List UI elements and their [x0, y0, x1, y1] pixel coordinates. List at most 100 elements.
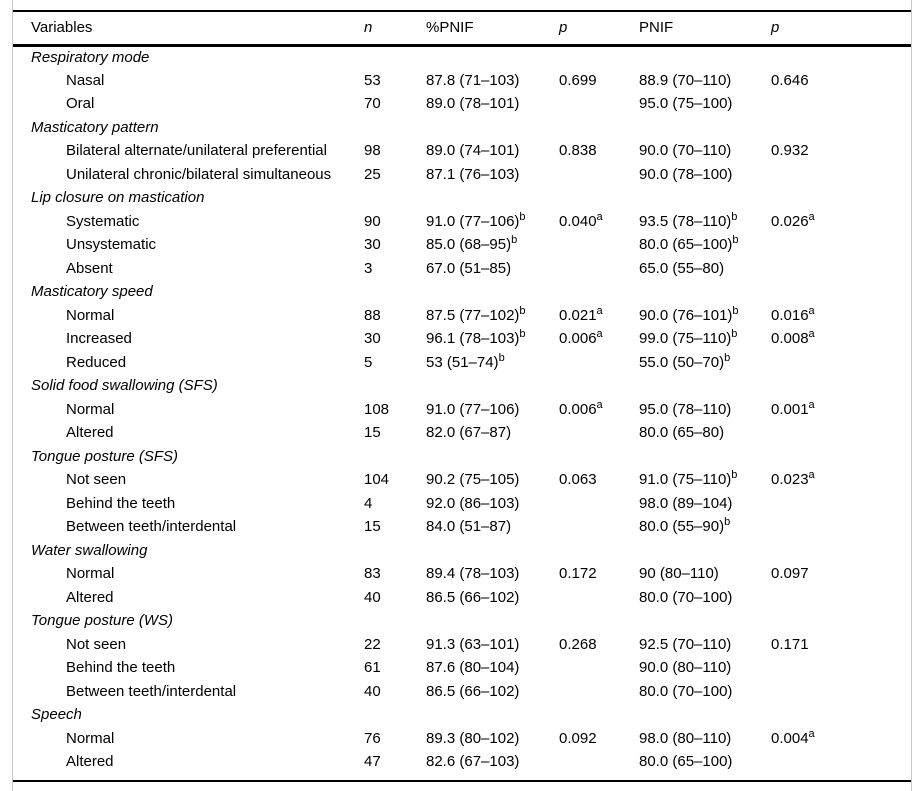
cell-pnif-value: 92.5 (70–110) — [639, 635, 732, 653]
cell-p1-value: 0.006 — [559, 330, 597, 348]
table-row: Normal 83 89.4 (78–103) 0.172 90 (80–110) 0.0… — [13, 562, 911, 586]
cell-p2: 0.001a — [771, 398, 911, 422]
table-row: Altered 15 82.0 (67–87) 80.0 (65–80) — [13, 421, 911, 445]
cell-variable-value: Not seen — [66, 635, 127, 653]
cell-pnif-value: 98.0 (80–110) — [639, 729, 732, 747]
table-row: Behind the teeth 61 87.6 (80–104) 90.0 (80–… — [13, 656, 911, 680]
cell-p1: 0.021a — [559, 304, 639, 328]
superscript-marker: b — [732, 234, 739, 247]
cell-pct-pnif: 67.0 (51–85) — [426, 257, 559, 281]
section-header: Masticatory pattern — [31, 118, 159, 136]
cell-pct-pnif-value: 90.2 (75–105) — [426, 471, 520, 489]
cell-variable-value: Behind the teeth — [66, 494, 176, 512]
cell-n-value: 40 — [364, 682, 381, 700]
cell-pnif-value: 90.0 (70–110) — [639, 142, 732, 160]
cell-variable: Normal — [13, 304, 364, 328]
section-header: Tongue posture (SFS) — [31, 447, 179, 465]
cell-pct-pnif-value: 91.0 (77–106) — [426, 400, 520, 418]
cell-p1 — [559, 515, 639, 539]
cell-p2: 0.932 — [771, 139, 911, 163]
cell-pct-pnif-value: 91.3 (63–101) — [426, 635, 520, 653]
cell-pct-pnif-value: 89.0 (74–101) — [426, 142, 520, 160]
cell-variable: Behind the teeth — [13, 656, 364, 680]
cell-pnif-value: 88.9 (70–110) — [639, 71, 732, 89]
cell-pnif: 90.0 (80–110) — [639, 656, 771, 680]
cell-pct-pnif-value: 87.8 (71–103) — [426, 71, 520, 89]
section-row: Lip closure on mastication — [13, 186, 911, 210]
cell-pct-pnif-value: 84.0 (51–87) — [426, 518, 512, 536]
cell-pct-pnif-value: 89.3 (80–102) — [426, 729, 520, 747]
cell-pnif-value: 80.0 (65–80) — [639, 424, 725, 442]
cell-pnif-value: 95.0 (78–110) — [639, 400, 732, 418]
cell-pct-pnif-value: 85.0 (68–95) — [426, 236, 512, 254]
cell-p1 — [559, 92, 639, 116]
cell-variable: Altered — [13, 750, 364, 774]
cell-n: 30 — [364, 327, 426, 351]
cell-p2 — [771, 680, 911, 704]
cell-n: 5 — [364, 351, 426, 375]
cell-pct-pnif-value: 82.6 (67–103) — [426, 753, 520, 771]
cell-variable-value: Nasal — [66, 71, 105, 89]
cell-p2 — [771, 586, 911, 610]
cell-p2 — [771, 233, 911, 257]
cell-variable-value: Reduced — [66, 353, 127, 371]
cell-p1: 0.172 — [559, 562, 639, 586]
cell-n-value: 53 — [364, 71, 381, 89]
table-header: Variables n %PNIF p PNIF p — [13, 10, 911, 47]
cell-variable-value: Increased — [66, 330, 132, 348]
cell-n-value: 70 — [364, 95, 381, 113]
cell-p1 — [559, 233, 639, 257]
section-row: Masticatory pattern — [13, 116, 911, 140]
table-bottom-rule-cell — [13, 773, 911, 782]
cell-p1-value: 0.006 — [559, 400, 597, 418]
superscript-marker: b — [519, 328, 526, 341]
cell-n: 47 — [364, 750, 426, 774]
cell-pnif: 90 (80–110) — [639, 562, 771, 586]
cell-variable: Altered — [13, 421, 364, 445]
cell-variable-value: Altered — [66, 588, 114, 606]
cell-p1: 0.006a — [559, 327, 639, 351]
table-row: Normal 88 87.5 (77–102)b 0.021a 90.0 (76–101… — [13, 304, 911, 328]
cell-pnif: 93.5 (78–110)b — [639, 210, 771, 234]
cell-pct-pnif: 89.3 (80–102) — [426, 727, 559, 751]
cell-n-value: 5 — [364, 353, 373, 371]
superscript-marker: b — [511, 234, 518, 247]
cell-n: 88 — [364, 304, 426, 328]
cell-pct-pnif: 91.3 (63–101) — [426, 633, 559, 657]
col-header-pnif: PNIF — [639, 10, 771, 47]
cell-p2 — [771, 656, 911, 680]
superscript-marker: a — [596, 304, 603, 317]
cell-p2: 0.646 — [771, 69, 911, 93]
table-row: Behind the teeth 4 92.0 (86–103) 98.0 (89–1… — [13, 492, 911, 516]
table-bottom-rule — [13, 773, 911, 782]
cell-pct-pnif-value: 91.0 (77–106) — [426, 212, 520, 230]
cell-p1 — [559, 750, 639, 774]
cell-pct-pnif: 87.1 (76–103) — [426, 163, 559, 187]
cell-pnif-value: 80.0 (65–100) — [639, 753, 733, 771]
table-row: Normal 108 91.0 (77–106) 0.006a 95.0 (78–110… — [13, 398, 911, 422]
cell-n-value: 61 — [364, 659, 381, 677]
cell-variable: Not seen — [13, 633, 364, 657]
cell-pct-pnif: 92.0 (86–103) — [426, 492, 559, 516]
cell-n: 104 — [364, 468, 426, 492]
cell-p2 — [771, 515, 911, 539]
cell-pct-pnif-value: 53 (51–74) — [426, 353, 499, 371]
cell-p2: 0.008a — [771, 327, 911, 351]
cell-variable-value: Between teeth/interdental — [66, 682, 237, 700]
cell-n-value: 15 — [364, 424, 381, 442]
cell-pnif: 92.5 (70–110) — [639, 633, 771, 657]
cell-p1-value: 0.021 — [559, 306, 597, 324]
cell-variable: Normal — [13, 562, 364, 586]
cell-p1 — [559, 163, 639, 187]
cell-variable-value: Oral — [66, 95, 95, 113]
cell-n: 15 — [364, 515, 426, 539]
cell-p2 — [771, 750, 911, 774]
cell-pct-pnif-value: 67.0 (51–85) — [426, 259, 512, 277]
table-row: Nasal 53 87.8 (71–103) 0.699 88.9 (70–110) 0.… — [13, 69, 911, 93]
section-row: Water swallowing — [13, 539, 911, 563]
cell-variable: Between teeth/interdental — [13, 515, 364, 539]
col-header-p1: p — [559, 10, 639, 47]
cell-variable: Normal — [13, 727, 364, 751]
cell-pct-pnif-value: 86.5 (66–102) — [426, 682, 520, 700]
cell-n: 76 — [364, 727, 426, 751]
